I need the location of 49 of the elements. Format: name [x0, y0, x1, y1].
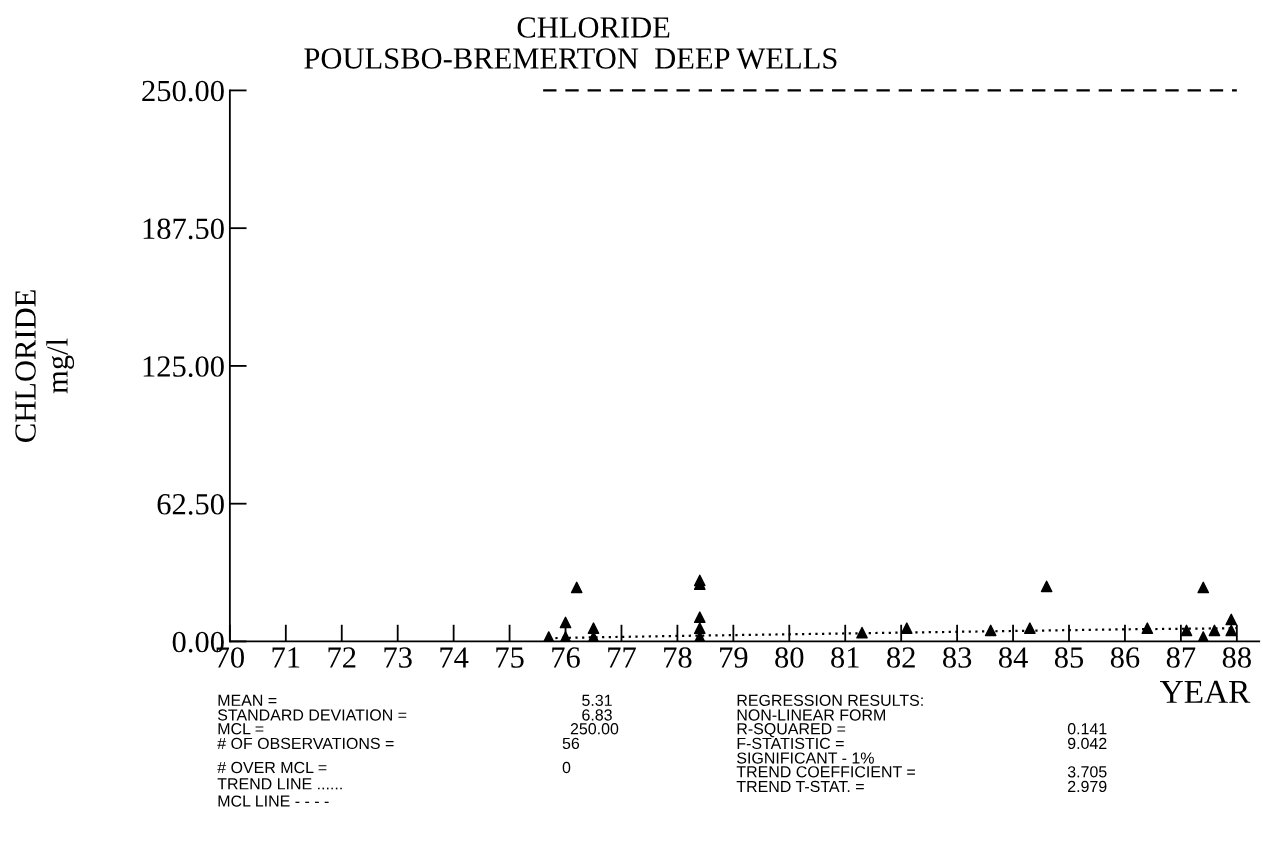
x-tick-label: 71: [272, 647, 300, 668]
text: 6.83: [582, 709, 612, 721]
text: 9.042: [1067, 737, 1107, 750]
x-tick-label: 74: [440, 647, 469, 668]
text: TREND COEFFICIENT =: [736, 766, 915, 778]
x-tick-label: 72: [328, 647, 356, 668]
text: 5.31: [582, 694, 612, 706]
x-tick-label: 77: [608, 647, 636, 668]
x-tick-label: 85: [1054, 647, 1084, 668]
text: MCL =: [218, 723, 264, 735]
y-tick-label: 62.50: [157, 493, 224, 515]
text: # OVER MCL =: [217, 761, 327, 774]
y-axis-title: CHLORIDE mg/l: [15, 290, 75, 442]
text: REGRESSION RESULTS:: [737, 694, 923, 706]
text: STANDARD DEVIATION =: [217, 709, 407, 721]
text: 0.141: [1067, 723, 1107, 735]
x-tick-label: 86: [1110, 647, 1140, 668]
x-tick-label: 80: [775, 647, 804, 668]
text: 250.00: [570, 723, 619, 735]
x-tick-label: 79: [720, 647, 748, 668]
text: 3.705: [1067, 766, 1107, 778]
x-tick-label: 75: [496, 647, 524, 668]
x-axis-title: YEAR: [1160, 680, 1251, 703]
y-tick-label: 187.50: [143, 218, 224, 240]
x-tick-label: 73: [384, 647, 412, 668]
text: # OF OBSERVATIONS =: [217, 737, 394, 750]
text: NON-LINEAR FORM: [737, 709, 885, 721]
text: F-STATISTIC =: [737, 737, 844, 750]
x-tick-label: 88: [1222, 647, 1251, 668]
chart-title: CHLORIDE: [517, 17, 670, 38]
x-tick-label: 84: [998, 647, 1028, 668]
x-tick-label: 82: [887, 647, 915, 668]
text: MCL LINE - - - -: [218, 795, 329, 807]
text: 56: [562, 737, 580, 750]
x-tick-label: 81: [831, 647, 859, 668]
y-tick-label: 250.00: [142, 80, 224, 102]
text: TREND T-STAT. =: [736, 780, 864, 793]
text: R-SQUARED =: [737, 723, 846, 738]
y-tick-label: 125.00: [143, 356, 224, 377]
x-tick-label: 87: [1166, 647, 1196, 668]
text: TREND LINE ......: [217, 778, 342, 790]
x-tick-label: 76: [552, 647, 580, 668]
text: 0: [562, 761, 571, 774]
text: 2.979: [1068, 780, 1107, 793]
x-tick-label: 83: [943, 647, 972, 668]
chart-subtitle: POULSBO-BREMERTON DEEP WELLS: [304, 48, 837, 69]
x-tick-label: 78: [664, 647, 692, 668]
text: SIGNIFICANT - 1%: [737, 752, 874, 764]
text: MEAN =: [218, 694, 277, 706]
